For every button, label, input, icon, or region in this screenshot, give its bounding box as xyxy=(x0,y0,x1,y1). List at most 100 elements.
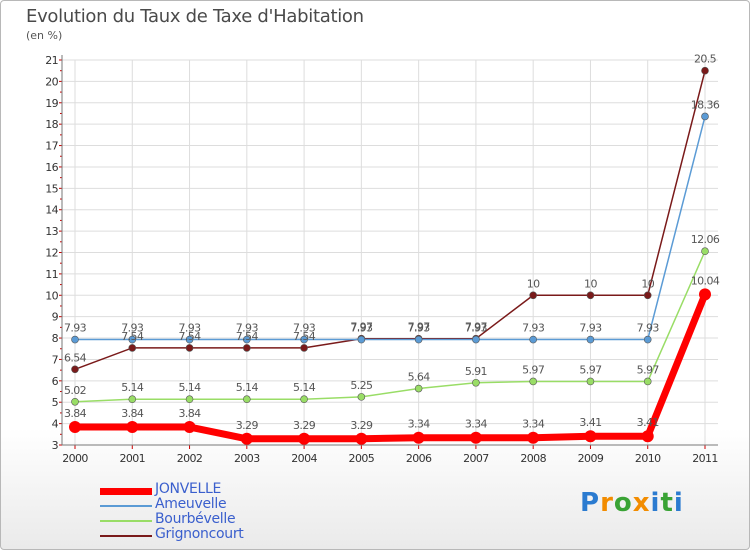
data-label: 7.93 xyxy=(465,322,488,335)
y-tick-label: 19 xyxy=(45,97,58,110)
x-tick-label: 2003 xyxy=(234,452,260,465)
data-label: 18.36 xyxy=(691,98,720,111)
data-label: 7.93 xyxy=(121,322,144,335)
data-point xyxy=(586,291,595,300)
y-tick-label: 21 xyxy=(45,54,58,67)
data-label: 10 xyxy=(584,277,597,290)
data-point xyxy=(185,395,194,404)
data-point xyxy=(128,344,137,352)
x-tick-label: 2002 xyxy=(177,452,203,465)
y-tick-label: 16 xyxy=(45,161,58,174)
data-point xyxy=(300,344,308,352)
logo-letter: t xyxy=(660,488,674,518)
legend-label: Grignoncourt xyxy=(155,526,244,542)
data-label: 3.84 xyxy=(64,407,87,420)
chart-title: Evolution du Taux de Taxe d'Habitation xyxy=(26,6,364,27)
legend-label: JONVELLE xyxy=(155,481,222,497)
legend-swatch xyxy=(100,505,152,507)
data-label: 5.14 xyxy=(178,381,201,394)
x-tick-label: 2004 xyxy=(291,452,317,465)
data-label: 5.02 xyxy=(64,384,86,397)
x-tick-label: 2000 xyxy=(62,452,88,465)
data-point xyxy=(128,335,137,344)
unit-label: (en %) xyxy=(26,29,63,42)
logo-letter: i xyxy=(673,488,684,518)
series-line-grignoncourt xyxy=(74,69,706,371)
data-label: 7.93 xyxy=(236,322,259,335)
data-label: 7.93 xyxy=(637,322,660,335)
data-label: 7.54 xyxy=(293,330,316,343)
logo-letter: x xyxy=(632,488,651,518)
data-label: 7.97 xyxy=(408,321,431,334)
data-point xyxy=(300,335,308,344)
data-point xyxy=(300,395,308,404)
data-point xyxy=(357,335,366,344)
y-tick-label: 3 xyxy=(52,439,59,452)
x-tick-label: 2007 xyxy=(463,452,489,465)
data-label: 7.93 xyxy=(293,322,316,335)
data-point xyxy=(641,430,654,443)
data-point xyxy=(185,344,194,352)
y-tick-label: 14 xyxy=(45,204,58,217)
data-point xyxy=(298,432,311,445)
legend-swatch xyxy=(100,520,152,522)
data-label: 7.93 xyxy=(350,322,373,335)
data-label: 5.14 xyxy=(293,381,316,394)
data-point xyxy=(527,431,540,444)
data-point xyxy=(243,344,251,352)
data-label: 3.84 xyxy=(178,407,201,420)
y-tick-label: 6 xyxy=(52,375,59,388)
data-point xyxy=(69,421,81,434)
x-tick-label: 2001 xyxy=(119,452,145,465)
data-label: 20.5 xyxy=(694,53,717,66)
data-label: 5.25 xyxy=(350,379,373,392)
data-label: 5.97 xyxy=(522,363,545,376)
data-label: 5.14 xyxy=(121,381,144,394)
legend-swatch xyxy=(100,535,152,537)
data-label: 7.93 xyxy=(579,322,602,335)
y-tick-label: 18 xyxy=(45,118,58,131)
y-tick-label: 17 xyxy=(45,140,58,153)
data-label: 5.97 xyxy=(637,363,660,376)
data-label: 5.91 xyxy=(465,365,487,378)
y-tick-label: 7 xyxy=(52,353,59,366)
data-point xyxy=(126,421,139,434)
x-tick-label: 2010 xyxy=(635,452,661,465)
data-label: 3.34 xyxy=(522,418,545,431)
data-point xyxy=(643,335,652,344)
data-label: 5.64 xyxy=(408,371,431,384)
x-tick-label: 2005 xyxy=(349,452,375,465)
data-point xyxy=(701,112,709,121)
y-tick-label: 4 xyxy=(52,418,59,431)
axes: 3 4 5 6 7 8 9 10 11 12 13 14 15 16 17 18 19 20 21 2000 2001 2… xyxy=(45,54,718,465)
data-point xyxy=(412,431,425,444)
data-point xyxy=(529,335,537,344)
data-label: 5.14 xyxy=(236,381,259,394)
data-label: 7.54 xyxy=(178,330,201,343)
data-point xyxy=(643,291,652,300)
data-label: 7.93 xyxy=(408,322,431,335)
data-label: 10 xyxy=(527,277,540,290)
data-point xyxy=(185,335,194,344)
data-label: 7.93 xyxy=(178,322,201,335)
data-label: 3.41 xyxy=(579,416,601,429)
data-point xyxy=(414,384,423,393)
labels-layer: 6.54 7.54 7.54 7.54 7.54 7.97 7.97 7.97 10 10 10 20… xyxy=(64,53,720,432)
data-label: 6.54 xyxy=(64,351,87,364)
data-point xyxy=(71,365,79,374)
y-tick-label: 8 xyxy=(52,332,59,345)
legend-swatch xyxy=(100,487,152,495)
series-layer xyxy=(69,66,711,445)
data-point xyxy=(643,377,652,386)
y-tick-label: 15 xyxy=(45,182,58,195)
logo-letter: o xyxy=(613,488,633,518)
series-line-ameuvelle xyxy=(74,115,706,341)
logo-letter: r xyxy=(600,488,614,518)
data-point xyxy=(355,432,368,445)
legend-label: Ameuvelle xyxy=(155,496,227,512)
data-label: 7.54 xyxy=(236,330,259,343)
data-label: 3.29 xyxy=(293,419,316,432)
x-tick-label: 2009 xyxy=(578,452,604,465)
